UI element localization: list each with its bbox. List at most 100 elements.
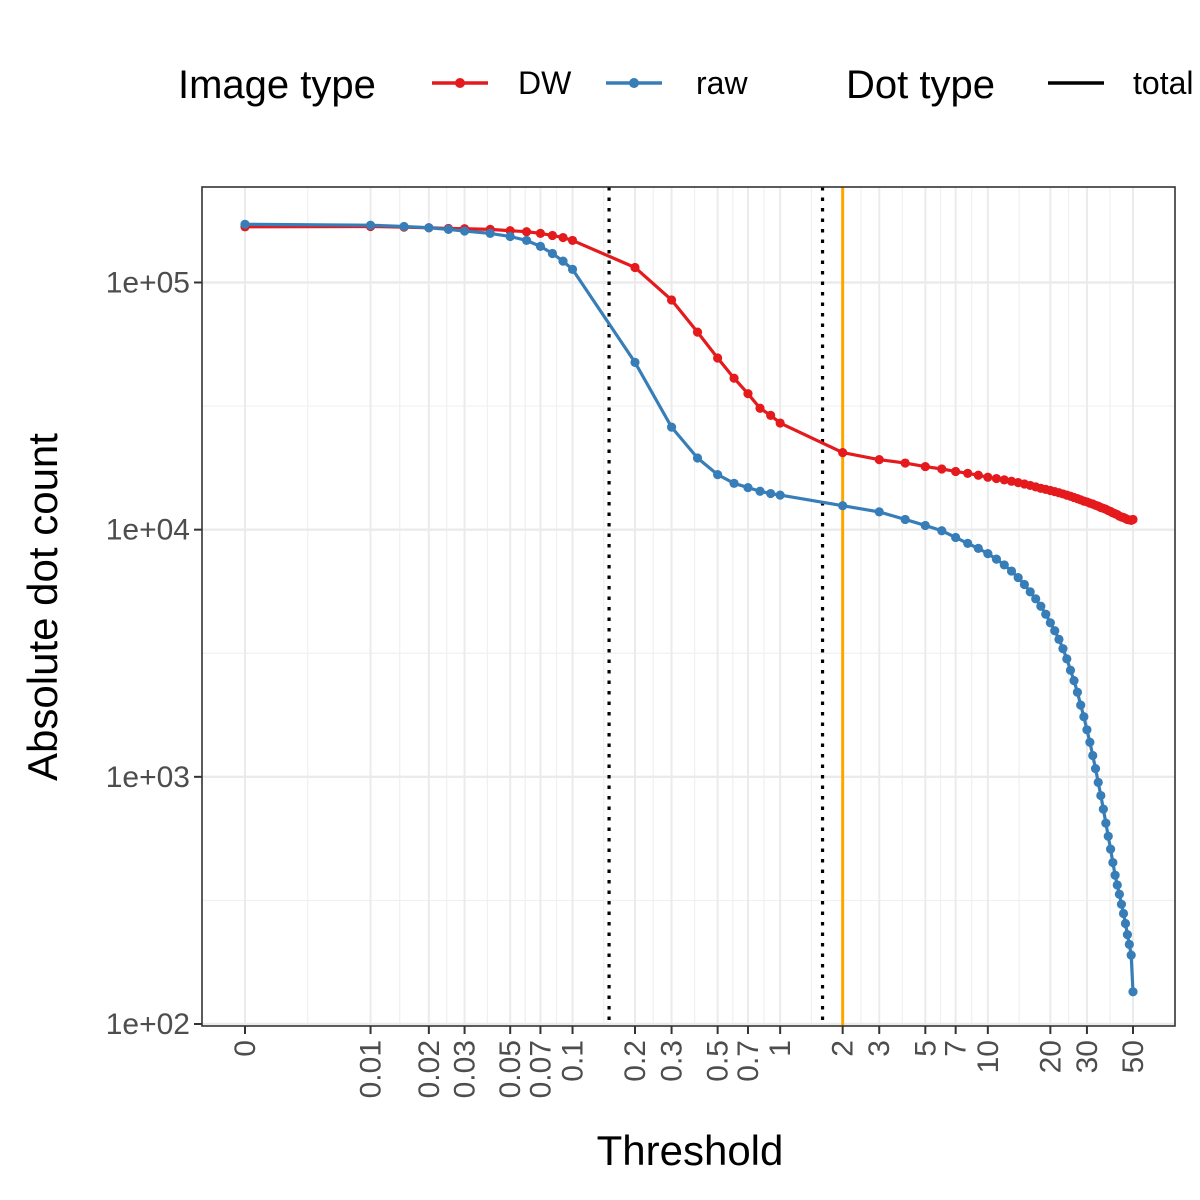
data-point-dw [1128,514,1138,525]
x-tick-label: 0.5 [702,1040,735,1082]
data-point-raw [558,256,568,266]
x-tick-label: 0 [229,1040,262,1057]
data-point-raw [535,241,546,251]
data-point-raw [399,221,409,232]
x-tick-label: 20 [1034,1040,1067,1073]
data-point-raw [1085,737,1095,747]
data-point-raw [424,223,434,233]
x-tick-label: 0.05 [494,1040,527,1098]
data-point-dw [951,466,961,477]
data-point-raw [963,538,973,548]
data-point-raw [1054,634,1064,644]
legend-key-raw-point [629,78,639,88]
data-point-dw [937,464,947,474]
legend-label-dw: DW [518,65,572,101]
data-point-raw [1019,579,1030,590]
x-tick-label: 0.03 [449,1040,482,1098]
data-point-raw [240,219,250,229]
data-point-dw [743,389,753,399]
y-tick-label: 1e+04 [106,514,190,547]
data-point-dw [692,327,703,337]
data-point-raw [1025,587,1035,597]
data-point-dw [630,262,640,273]
data-point-raw [459,226,470,236]
data-point-raw [1114,889,1124,899]
data-point-raw [1103,831,1113,841]
grid [202,187,1175,1026]
data-point-raw [1072,687,1083,697]
data-point-dw [900,458,910,468]
data-point-raw [937,526,947,536]
data-point-dw [838,448,848,458]
data-point-raw [666,422,677,432]
data-point-raw [567,264,578,274]
data-point-dw [973,470,983,480]
data-point-dw [999,475,1009,485]
data-point-raw [1112,880,1122,890]
data-point-raw [1122,929,1133,940]
data-point-raw [692,453,703,463]
data-point-raw [1120,918,1131,929]
legend-label-total: total [1133,65,1193,101]
data-point-dw [991,473,1002,484]
x-tick-label: 0.07 [524,1040,557,1098]
data-point-raw [1013,572,1023,583]
x-tick-label: 1 [764,1040,797,1057]
x-tick-label: 50 [1117,1040,1150,1073]
x-tick-label: 7 [940,1040,973,1057]
data-point-dw [558,232,568,243]
data-point-raw [991,554,1002,564]
x-axis-title: Threshold [597,1127,784,1174]
x-tick-label: 0.3 [656,1040,689,1082]
data-point-raw [1058,644,1068,654]
x-axis: 0 0.01 0.02 0.03 0.050.07 0.1 0.2 0.3 0.50.7 1 2 3 5… [229,1026,1150,1098]
y-tick-label: 1e+05 [106,267,190,300]
data-point-raw [1045,618,1055,628]
panel-border [201,186,1176,1027]
data-point-dw [713,353,723,363]
x-tick-label: 0.1 [557,1040,590,1082]
data-point-raw [1050,626,1060,636]
data-point-raw [900,514,910,525]
data-point-raw [1041,609,1051,619]
data-point-raw [1101,818,1111,828]
series-dw [240,221,1138,526]
data-point-dw [547,230,558,241]
data-point-raw [1062,654,1072,664]
plot-panel [201,186,1176,1027]
data-point-raw [521,235,532,246]
series-raw [240,219,1138,997]
data-point-raw [505,231,515,242]
data-point-dw [963,468,973,478]
data-point-dw [766,410,776,420]
x-tick-label: 3 [863,1040,896,1057]
y-axis-title: Absolute dot count [19,433,66,781]
data-point-raw [743,482,753,493]
data-point-raw [838,501,848,511]
data-point-raw [1065,665,1076,675]
data-point-raw [920,520,930,531]
data-point-dw [920,461,930,472]
data-point-raw [1036,601,1046,611]
data-point-raw [1096,790,1106,801]
data-point-raw [1124,939,1134,949]
data-point-dw [874,455,884,465]
data-point-raw [973,543,983,553]
series-layer [240,219,1138,997]
data-point-dw [775,418,785,428]
legend-label-raw: raw [696,65,748,101]
data-point-raw [983,549,993,559]
data-point-raw [485,228,495,238]
data-point-dw [729,373,739,383]
data-point-raw [999,560,1009,570]
data-point-raw [775,490,785,500]
y-tick-label: 1e+03 [106,761,190,794]
legend: Image type DW raw Dot type total [178,63,1193,107]
data-point-raw [1093,777,1103,787]
data-point-raw [1090,763,1101,774]
data-point-dw [983,472,993,482]
data-point-raw [874,507,884,517]
data-point-raw [1110,870,1120,880]
data-point-raw [713,470,723,480]
